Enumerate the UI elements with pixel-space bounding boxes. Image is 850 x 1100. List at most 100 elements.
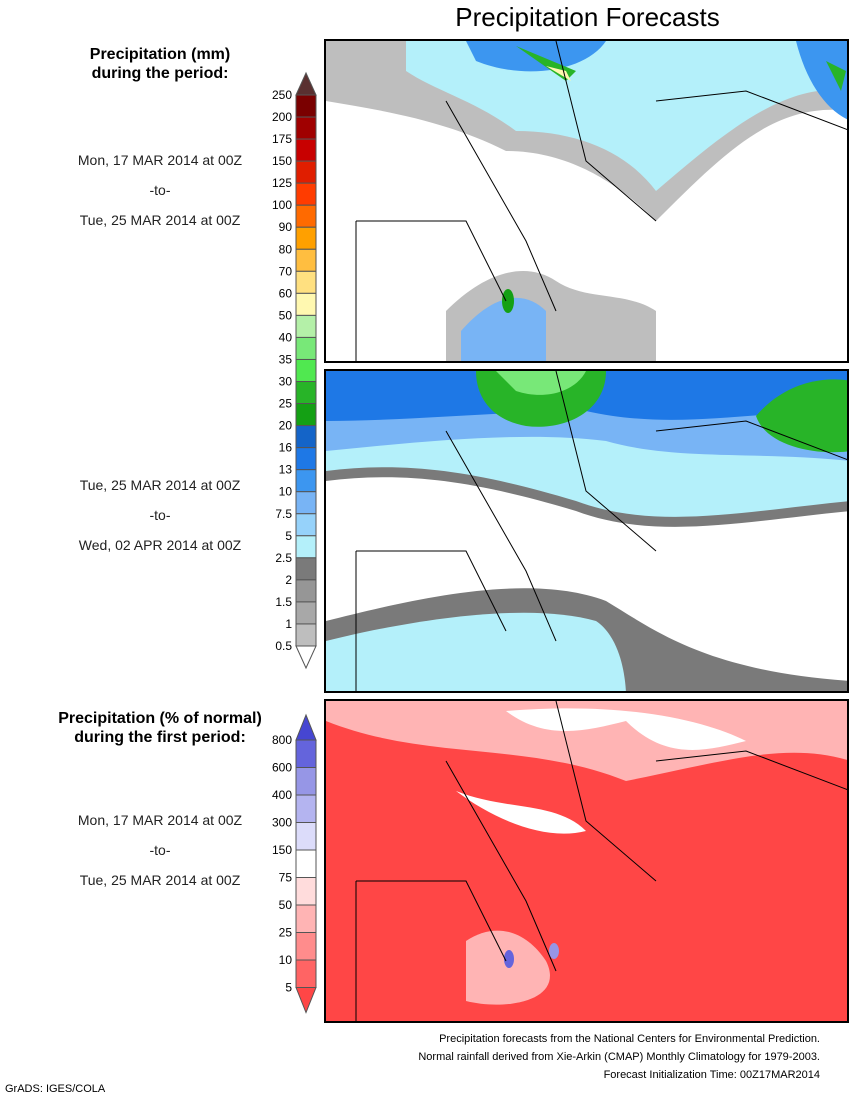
legend1-swatch — [295, 491, 317, 515]
legend1-swatch — [295, 270, 317, 294]
legend1-tick-label: 5 — [285, 529, 292, 543]
figure-title: Precipitation Forecasts — [455, 2, 720, 32]
legend1-swatch — [295, 160, 317, 184]
legend1-heading: Precipitation (mm) during the period: — [20, 45, 300, 83]
legend2-heading-line2: during the first period: — [74, 729, 246, 746]
grads-credit: GrADS: IGES/COLA — [5, 1083, 106, 1095]
legend1-tick-label: 60 — [279, 286, 293, 300]
period2-end: Wed, 02 APR 2014 at 00Z — [78, 537, 242, 553]
legend1-tick-label: 10 — [279, 485, 293, 499]
legend1-swatch — [295, 336, 317, 360]
period2-start: Tue, 25 MAR 2014 at 00Z — [79, 477, 241, 493]
legend1-swatch — [295, 425, 317, 449]
legend1-swatch — [295, 557, 317, 581]
legend1-tick-label: 2 — [285, 573, 292, 587]
legend1-swatch — [295, 182, 317, 206]
legend1-tick-label: 175 — [272, 132, 292, 146]
legend1-swatch — [295, 358, 317, 383]
legend1-swatch — [295, 579, 317, 603]
legend2-tick-label: 5 — [285, 981, 292, 995]
legend2-swatch — [295, 959, 317, 988]
legend2-tick-label: 50 — [279, 898, 293, 912]
legend1-tick-label: 30 — [279, 375, 293, 389]
footer-line3: Forecast Initialization Time: 00Z17MAR20… — [603, 1069, 820, 1081]
legend1-heading-line2: during the period: — [91, 65, 229, 82]
legend1-swatch — [295, 381, 317, 405]
legend1-tick-label: 7.5 — [275, 507, 292, 521]
legend1-swatch — [295, 469, 317, 493]
period3-end: Tue, 25 MAR 2014 at 00Z — [79, 872, 241, 888]
legend2-tick-label: 600 — [272, 761, 292, 775]
legend1-tick-label: 50 — [279, 308, 293, 322]
legend1-tick-label: 13 — [279, 463, 293, 477]
legend1-tick-label: 90 — [279, 220, 293, 234]
period3-start: Mon, 17 MAR 2014 at 00Z — [77, 812, 243, 828]
legend1-swatch — [295, 94, 317, 118]
legend2-swatch — [295, 932, 317, 961]
legend1-bottom-arrow — [295, 645, 317, 670]
legend1-swatch — [295, 601, 317, 625]
legend1-tick-label: 250 — [272, 88, 292, 102]
legend1-heading-line1: Precipitation (mm) — [89, 46, 231, 63]
legend1-swatch — [295, 513, 317, 537]
legend1-swatch — [295, 535, 317, 559]
legend1-tick-label: 125 — [272, 176, 292, 190]
legend2-swatch — [295, 739, 317, 768]
legend1-swatch — [295, 116, 317, 140]
legend1-tick-label: 25 — [279, 397, 293, 411]
legend2-swatch — [295, 767, 317, 796]
period1-end: Tue, 25 MAR 2014 at 00Z — [79, 212, 241, 228]
period1-start: Mon, 17 MAR 2014 at 00Z — [77, 152, 243, 168]
legend2-tick-label: 75 — [279, 871, 293, 885]
legend1-swatch — [295, 447, 317, 471]
map-panel-period1 — [324, 39, 849, 363]
legend1-tick-label: 150 — [272, 154, 292, 168]
legend1-swatch — [295, 403, 317, 427]
legend1-swatch — [295, 138, 317, 162]
map-panel-period2 — [324, 369, 849, 693]
legend2-swatch — [295, 877, 317, 906]
legend2-swatch — [295, 849, 317, 878]
legend2-top-arrow — [295, 713, 317, 741]
legend2-bottom-arrow — [295, 987, 317, 1014]
legend1-tick-label: 16 — [279, 441, 293, 455]
legend2-swatch — [295, 794, 317, 823]
legend2-tick-label: 10 — [279, 953, 293, 967]
legend1-tick-label: 70 — [279, 264, 293, 278]
legend1-swatch — [295, 226, 317, 250]
legend1-swatch — [295, 292, 317, 316]
percent-normal-map — [326, 701, 847, 1021]
legend1-swatch — [295, 204, 317, 228]
legend2-tick-label: 800 — [272, 733, 292, 747]
legend1-swatch — [295, 623, 317, 647]
legend1-tick-label: 20 — [279, 419, 293, 433]
footer-line1: Precipitation forecasts from the Nationa… — [439, 1033, 820, 1045]
precip-map-2 — [326, 371, 847, 691]
period2-sep: -to- — [149, 507, 171, 523]
legend1-tick-label: 35 — [279, 352, 293, 366]
legend1-tick-label: 40 — [279, 330, 293, 344]
legend1-tick-label: 1.5 — [275, 595, 292, 609]
legend2-heading: Precipitation (% of normal) during the fi… — [20, 709, 300, 747]
period1-sep: -to- — [149, 182, 171, 198]
period3-sep: -to- — [149, 842, 171, 858]
legend1-swatch — [295, 248, 317, 272]
legend2-tick-label: 25 — [279, 926, 293, 940]
legend1-tick-label: 0.5 — [275, 639, 292, 653]
legend1-tick-label: 2.5 — [275, 551, 292, 565]
legend1-tick-label: 1 — [285, 617, 292, 631]
legend2-tick-label: 150 — [272, 843, 292, 857]
legend2-tick-label: 300 — [272, 816, 292, 830]
legend2-swatch — [295, 904, 317, 933]
legend2-tick-label: 400 — [272, 788, 292, 802]
legend1-swatch — [295, 314, 317, 338]
footer-line2: Normal rainfall derived from Xie-Arkin (… — [418, 1051, 820, 1063]
legend1-tick-label: 200 — [272, 110, 292, 124]
map-panel-percent-normal — [324, 699, 849, 1023]
legend1-tick-label: 100 — [272, 198, 292, 212]
legend1-top-arrow — [295, 71, 317, 96]
legend2-swatch — [295, 822, 317, 851]
legend2-heading-line1: Precipitation (% of normal) — [58, 710, 262, 727]
